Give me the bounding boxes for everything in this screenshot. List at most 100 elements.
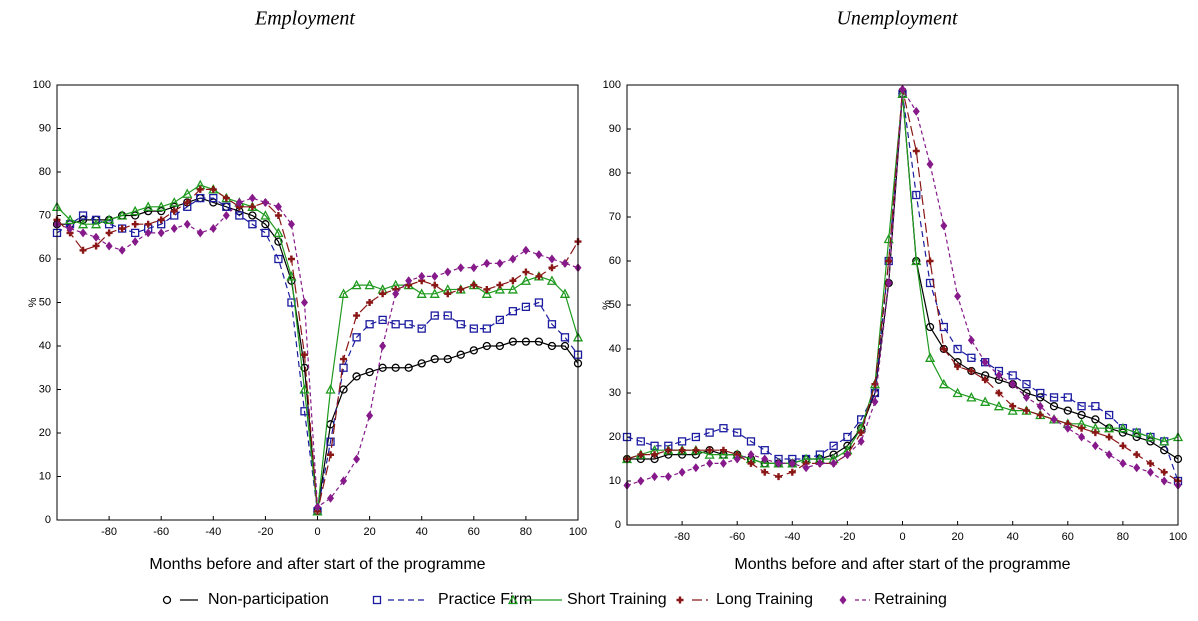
marker <box>1036 388 1045 398</box>
marker <box>747 459 755 467</box>
marker <box>495 315 505 325</box>
marker <box>105 241 113 251</box>
marker <box>1159 436 1170 446</box>
y-tick-label: 30 <box>39 383 51 395</box>
marker <box>378 315 387 325</box>
marker <box>417 359 426 368</box>
marker <box>1104 410 1114 420</box>
marker <box>456 350 465 359</box>
marker <box>470 263 478 273</box>
marker <box>522 245 530 255</box>
marker <box>156 201 167 211</box>
marker <box>637 451 645 459</box>
marker <box>77 218 89 229</box>
marker <box>274 237 283 246</box>
marker <box>274 212 282 219</box>
marker <box>926 159 934 169</box>
marker <box>522 268 530 276</box>
marker <box>802 463 810 473</box>
marker <box>1133 451 1141 459</box>
marker <box>651 451 659 459</box>
marker <box>1118 428 1128 437</box>
marker <box>365 367 374 377</box>
marker <box>561 258 569 268</box>
marker <box>843 450 851 460</box>
marker <box>953 344 962 354</box>
marker <box>300 351 308 359</box>
chart-title: Unemployment <box>836 8 958 30</box>
marker <box>1160 468 1168 476</box>
marker <box>705 428 714 437</box>
marker <box>704 449 715 459</box>
marker <box>287 219 295 229</box>
marker <box>482 341 491 351</box>
marker <box>548 264 556 272</box>
marker <box>911 255 922 266</box>
marker <box>248 211 257 220</box>
x-tick-label: -60 <box>729 531 745 543</box>
marker <box>746 437 756 446</box>
marker <box>365 320 374 329</box>
marker <box>157 216 165 224</box>
x-tick-label: 20 <box>363 526 375 538</box>
marker <box>509 254 517 264</box>
marker <box>340 355 348 363</box>
marker <box>431 271 439 281</box>
marker <box>1091 441 1099 451</box>
marker <box>118 225 126 233</box>
plot-frame <box>56 84 579 521</box>
marker <box>1146 467 1154 477</box>
marker <box>1063 393 1072 402</box>
marker <box>314 502 321 512</box>
y-tick-label: 100 <box>33 79 51 91</box>
marker <box>78 215 88 225</box>
marker <box>940 221 948 231</box>
marker <box>706 458 714 468</box>
legend-label: Non-participation <box>208 591 329 608</box>
marker <box>1131 427 1142 437</box>
marker <box>339 363 348 372</box>
y-tick-label: 30 <box>609 387 621 399</box>
marker <box>494 284 505 294</box>
marker <box>857 429 865 437</box>
x-tick-label: -40 <box>784 531 800 543</box>
marker <box>719 446 727 454</box>
marker <box>815 450 824 459</box>
y-tick-label: 0 <box>45 514 51 526</box>
series-line <box>56 184 579 512</box>
marker <box>1105 450 1113 460</box>
marker <box>183 219 191 229</box>
marker <box>169 197 180 207</box>
marker <box>91 215 101 225</box>
x-tick-label: 0 <box>314 526 320 538</box>
marker <box>327 451 335 459</box>
marker <box>870 388 880 398</box>
marker <box>274 254 283 264</box>
marker <box>157 206 166 216</box>
y-tick-label: 90 <box>39 122 51 134</box>
marker <box>248 203 256 211</box>
marker <box>170 224 178 234</box>
legend-marker <box>676 596 684 604</box>
marker <box>300 407 309 416</box>
marker <box>105 229 113 237</box>
marker <box>761 468 769 476</box>
plot-area <box>51 179 584 516</box>
y-axis-label: % <box>27 297 39 307</box>
marker <box>1133 463 1141 473</box>
marker <box>954 291 962 301</box>
marker <box>79 228 87 238</box>
marker <box>775 458 783 468</box>
marker <box>338 288 349 298</box>
marker <box>300 363 309 372</box>
x-tick-label: -60 <box>153 526 169 538</box>
marker <box>392 289 400 299</box>
marker <box>637 476 645 486</box>
marker <box>719 458 727 468</box>
series-line <box>626 87 1179 486</box>
marker <box>1049 402 1059 411</box>
y-tick-label: 50 <box>39 296 51 308</box>
marker <box>1077 402 1086 411</box>
marker <box>391 363 400 372</box>
